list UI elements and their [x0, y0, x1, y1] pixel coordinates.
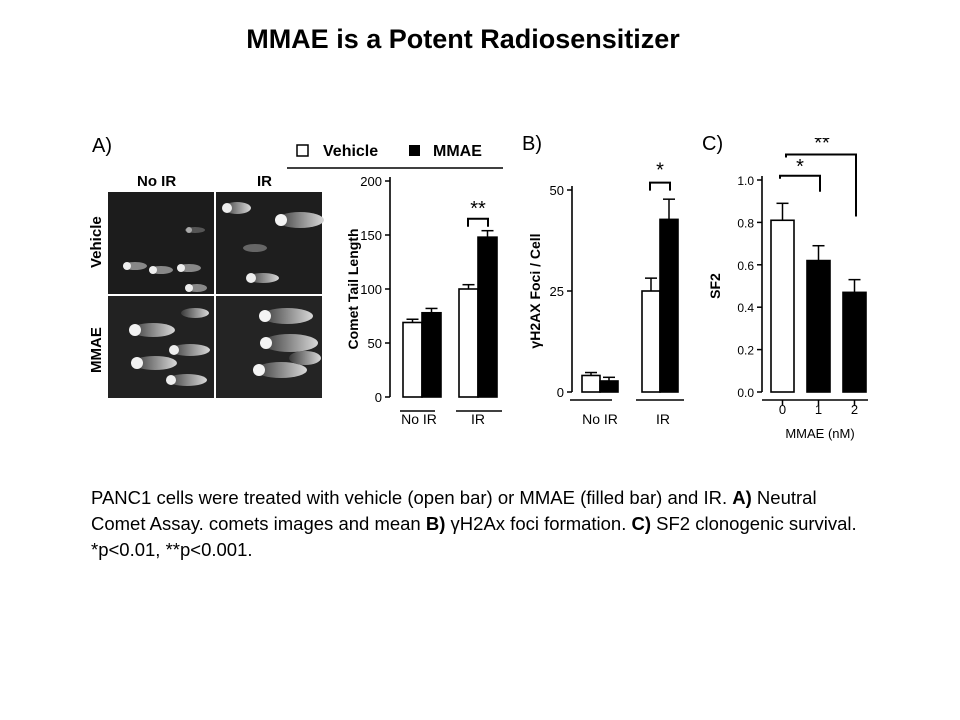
caption-part-2: Neutral Comet Assay. comets images and m…: [91, 487, 817, 534]
legend-vehicle-label: Vehicle: [323, 143, 378, 160]
y-tick-label: 0: [375, 390, 382, 405]
bar-0: [770, 219, 795, 393]
significance-bracket-1: [779, 174, 821, 192]
significance-marker: **: [470, 198, 486, 220]
y-tick-label: 0.6: [737, 259, 754, 273]
micro-row-vehicle: Vehicle: [88, 216, 105, 268]
significance-marker-2: **: [814, 138, 830, 155]
y-axis-label: Comet Tail Length: [345, 228, 361, 349]
legend-open-swatch: [296, 144, 309, 157]
y-tick-label: 0: [557, 385, 564, 400]
y-tick-label: 200: [360, 174, 382, 189]
chart-comet-tail-length: 0 50 100 150 200 Comet Tail Length No IR IR **: [345, 174, 502, 427]
bar-2: [842, 291, 867, 393]
y-tick-label: 0.4: [737, 301, 754, 315]
panel-label-b: B): [522, 133, 542, 155]
x-axis-label: MMAE (nM): [785, 426, 854, 441]
x-category-label: IR: [656, 411, 670, 427]
caption-label-a: A): [732, 487, 752, 508]
caption-part-3: γH2Ax foci formation.: [445, 513, 632, 534]
y-axis-label: SF2: [707, 273, 723, 299]
y-tick-label: 50: [550, 183, 564, 198]
legend-filled-swatch: [409, 145, 420, 156]
y-tick-label: 0.8: [737, 216, 754, 230]
slide-title: MMAE is a Potent Radiosensitizer: [246, 24, 680, 54]
significance-marker-1: *: [796, 156, 804, 178]
significance-marker: *: [656, 160, 664, 182]
significance-bracket: [467, 217, 489, 227]
bar-MMAE-No IR: [599, 380, 619, 393]
y-tick-label: 0.0: [737, 386, 754, 400]
x-category-label: No IR: [401, 411, 437, 427]
x-category-label: 0: [779, 402, 786, 417]
micro-col-ir: IR: [257, 173, 272, 190]
chart-legend: Vehicle MMAE: [287, 128, 503, 170]
x-category-label: No IR: [582, 411, 618, 427]
y-tick-label: 0.2: [737, 344, 754, 358]
bar-1: [806, 259, 831, 393]
bar-MMAE-No IR: [421, 311, 442, 398]
caption-label-b: B): [425, 513, 446, 534]
caption-label-c: C): [631, 513, 652, 534]
x-category-label: 2: [851, 402, 858, 417]
x-category-label: 1: [815, 402, 822, 417]
x-category-label: IR: [471, 411, 485, 427]
bar-MMAE-IR: [477, 236, 498, 398]
y-tick-label: 150: [360, 228, 382, 243]
significance-bracket: [649, 181, 671, 191]
y-tick-label: 100: [360, 282, 382, 297]
significance-bracket-2: [785, 153, 857, 217]
caption-part-1: PANC1 cells were treated with vehicle (o…: [91, 487, 733, 508]
bar-Vehicle-IR: [458, 288, 479, 398]
micro-row-mmae: MMAE: [88, 327, 105, 373]
y-axis-label: γH2AX Foci / Cell: [527, 233, 543, 348]
chart-h2ax-foci: 0 25 50 γH2AX Foci / Cell No IR IR *: [527, 160, 684, 427]
y-tick-label: 50: [368, 336, 382, 351]
legend-mmae-label: MMAE: [433, 143, 482, 160]
micrograph-vehicle-no-ir: [108, 192, 214, 294]
bar-Vehicle-No IR: [581, 374, 601, 393]
micro-col-no-ir: No IR: [137, 173, 176, 190]
y-tick-label: 1.0: [737, 174, 754, 188]
bar-MMAE-IR: [659, 218, 679, 393]
bar-Vehicle-No IR: [402, 321, 423, 398]
panel-label-a: A): [92, 135, 112, 157]
y-tick-label: 25: [550, 284, 564, 299]
comet-micrographs: No IR IR Vehicle MMAE: [88, 173, 324, 398]
figure-caption: PANC1 cells were treated with vehicle (o…: [91, 485, 871, 563]
caption-part-4: SF2 clonogenic survival. *p<0.01, **p<0.…: [91, 513, 857, 560]
bar-Vehicle-IR: [641, 290, 661, 393]
panel-label-c: C): [702, 133, 724, 155]
